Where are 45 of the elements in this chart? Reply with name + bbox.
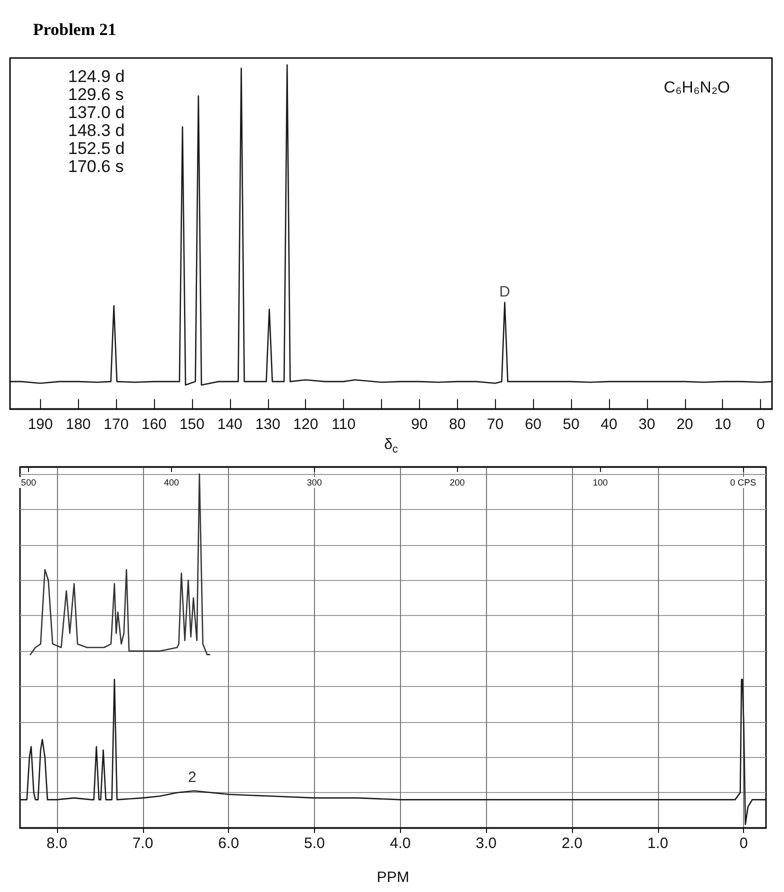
x-tick-label: 130	[255, 416, 280, 434]
annotation: D	[499, 283, 510, 300]
x-tick-label: 120	[293, 416, 318, 434]
x-tick-label: 80	[449, 416, 466, 434]
x2-tick-label: 0 CPS	[730, 478, 756, 488]
annotation: 124.9 d	[68, 67, 125, 86]
x-tick-label: 180	[66, 416, 91, 434]
x-tick-label: 7.0	[132, 835, 154, 852]
x2-tick-label: 500	[21, 478, 36, 488]
x-tick-label: 190	[28, 416, 53, 434]
x-tick-label: 30	[638, 416, 656, 434]
annotation: 148.3 d	[68, 121, 125, 140]
x-tick-label: 20	[676, 416, 694, 434]
x-tick-label: 1.0	[647, 835, 668, 852]
x-tick-label: 50	[562, 416, 580, 434]
annotation: C₆H₆N₂O	[664, 80, 730, 96]
chart-title: Problem 21	[33, 20, 116, 39]
x-tick-label: 4.0	[390, 835, 411, 852]
x2-tick-label: 200	[450, 478, 465, 488]
annotation: 152.5 d	[68, 139, 125, 158]
x-tick-label: 160	[142, 416, 167, 434]
annotation: 2	[188, 769, 196, 786]
x-tick-label: 5.0	[304, 835, 325, 852]
annotation: 170.6 s	[68, 157, 124, 176]
x2-tick-label: 400	[164, 478, 179, 488]
annotation: 129.6 s	[68, 85, 124, 104]
x-tick-label: 8.0	[46, 835, 68, 852]
x2-tick-label: 100	[592, 478, 608, 488]
x-tick-label: 3.0	[476, 835, 497, 852]
x-tick-label: 110	[332, 416, 356, 434]
x-tick-label: 0	[756, 416, 765, 434]
x-tick-label: 60	[524, 416, 542, 434]
x-tick-label: 170	[104, 416, 129, 434]
x-tick-label: 140	[217, 416, 242, 434]
x-tick-label: 0	[740, 835, 748, 852]
x-axis-title: PPM	[376, 869, 410, 886]
x-tick-label: 10	[714, 416, 732, 434]
x2-tick-label: 300	[306, 478, 322, 488]
x-tick-label: 40	[600, 416, 618, 434]
annotation: 137.0 d	[68, 103, 125, 122]
x-tick-label: 90	[411, 416, 428, 434]
x-tick-label: 6.0	[218, 835, 240, 852]
x-tick-label: 70	[486, 416, 504, 434]
x-tick-label: 150	[179, 416, 204, 434]
x-tick-label: 2.0	[562, 835, 582, 852]
